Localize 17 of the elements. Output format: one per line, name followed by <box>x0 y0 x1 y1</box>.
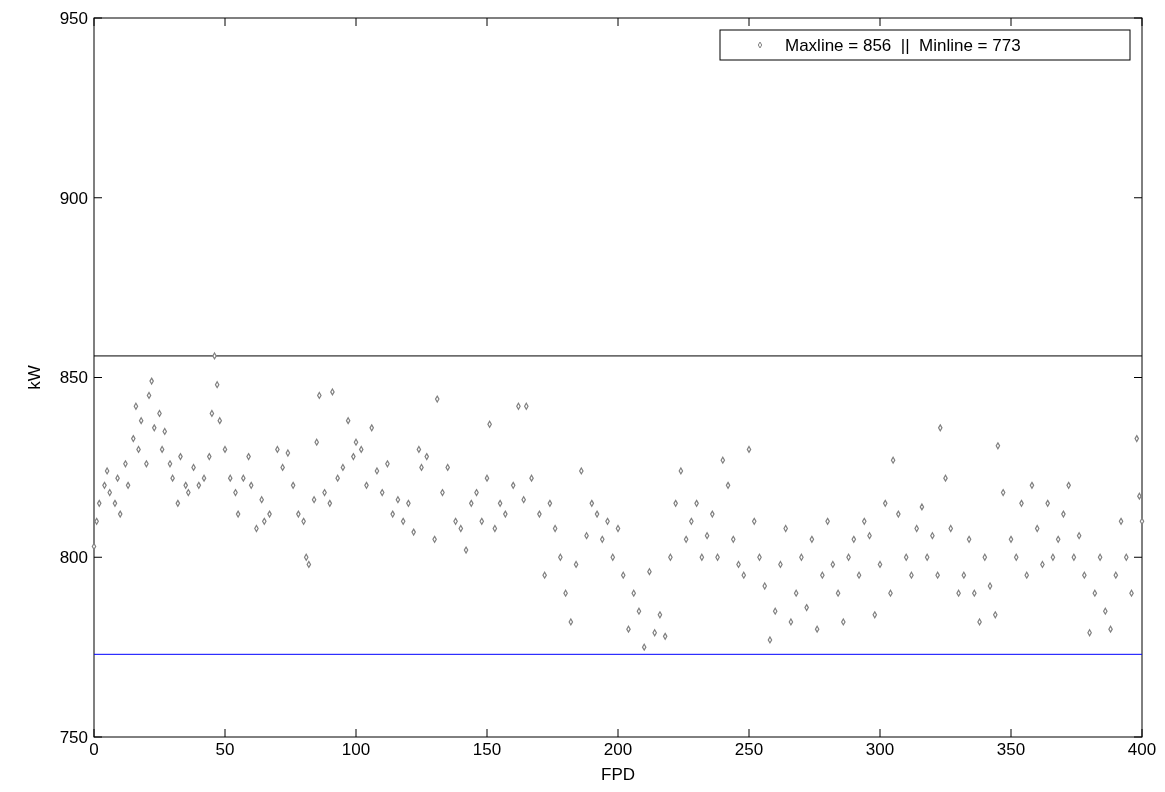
y-tick-label: 800 <box>59 548 88 568</box>
x-tick-label: 150 <box>472 740 502 759</box>
legend-label: Maxline = 856 || Minline = 773 <box>785 35 1021 55</box>
x-tick-label: 300 <box>865 740 895 759</box>
x-tick-label: 400 <box>1127 740 1157 759</box>
x-tick-label: 250 <box>734 740 764 759</box>
y-tick-label: 950 <box>59 8 88 28</box>
x-tick-label: 100 <box>341 740 371 759</box>
y-tick-label: 900 <box>59 188 88 208</box>
x-tick-label: 200 <box>603 740 633 759</box>
y-axis-title: kW <box>25 365 44 390</box>
x-axis-title: FPD <box>601 765 635 784</box>
y-tick-label: 850 <box>59 368 88 388</box>
x-tick-label: 50 <box>215 740 235 759</box>
y-tick-label: 750 <box>59 727 88 747</box>
x-tick-label: 0 <box>89 740 99 759</box>
x-tick-label: 350 <box>996 740 1026 759</box>
